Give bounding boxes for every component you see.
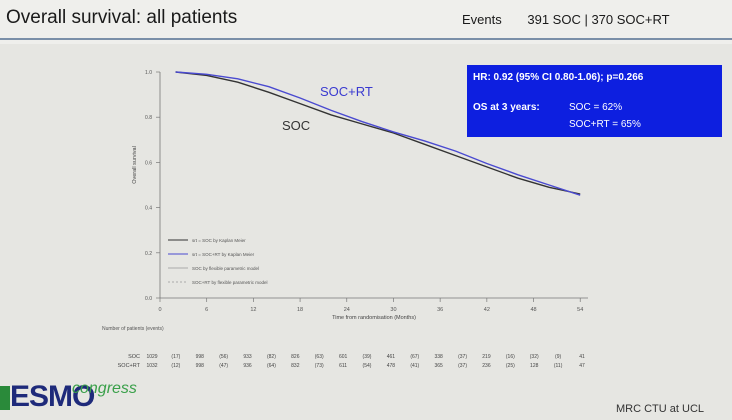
slide-header [0, 0, 732, 44]
risk-table-header: Number of patients (events) [102, 326, 164, 332]
y-tick-label: 0.2 [145, 251, 152, 257]
hazard-ratio-text: HR: 0.92 (95% CI 0.80-1.06); p=0.266 [473, 72, 644, 83]
credit-text: MRC CTU at UCL [616, 403, 705, 415]
events-label: Events [462, 12, 502, 27]
risk-cell: 219 [482, 354, 491, 360]
x-tick-label: 36 [437, 307, 443, 313]
y-tick-label: 0.0 [145, 296, 152, 302]
y-tick-label: 0.6 [145, 160, 152, 166]
os-3yr-soc: SOC = 62% [569, 102, 623, 113]
risk-cell: (9) [555, 354, 561, 360]
slide-title: Overall survival: all patients [6, 7, 238, 28]
legend-entry: srt = SOC+RT by Kaplan Meier [192, 252, 255, 257]
risk-cell: (56) [219, 354, 228, 360]
risk-cell: (41) [410, 363, 419, 369]
series-line-soc [175, 71, 581, 195]
legend-entry: srt = SOC by Kaplan Meier [192, 238, 246, 243]
x-tick-label: 30 [390, 307, 396, 313]
risk-cell: (37) [458, 354, 467, 360]
stats-box: HR: 0.92 (95% CI 0.80-1.06); p=0.266 OS … [467, 65, 722, 137]
risk-cell: (82) [267, 354, 276, 360]
os-3yr-label: OS at 3 years: [473, 102, 540, 113]
risk-cell: (25) [506, 363, 515, 369]
x-tick-label: 6 [205, 307, 208, 313]
risk-cell: (54) [363, 363, 372, 369]
risk-cell: 1032 [146, 363, 157, 369]
risk-cell: (67) [410, 354, 419, 360]
risk-cell: 461 [387, 354, 396, 360]
risk-cell: 832 [291, 363, 300, 369]
legend-entry: SOC by flexible parametric model [192, 266, 259, 271]
risk-cell: (39) [363, 354, 372, 360]
x-tick-label: 18 [297, 307, 303, 313]
risk-cell: (63) [315, 354, 324, 360]
risk-cell: (47) [219, 363, 228, 369]
risk-cell: (73) [315, 363, 324, 369]
x-tick-label: 42 [484, 307, 490, 313]
risk-cell: 338 [434, 354, 443, 360]
risk-cell: (11) [554, 363, 563, 369]
legend-entry: SOC+RT by flexible parametric model [192, 280, 268, 285]
risk-cell: 478 [387, 363, 396, 369]
risk-cell: 41 [579, 354, 585, 360]
risk-cell: (32) [530, 354, 539, 360]
esmo-logo: ESMO congress [0, 378, 140, 414]
risk-cell: (37) [458, 363, 467, 369]
x-tick-label: 54 [577, 307, 583, 313]
risk-row-label: SOC+RT [118, 363, 141, 369]
os-3yr-socrt: SOC+RT = 65% [569, 119, 641, 130]
events-summary: Events 391 SOC | 370 SOC+RT [462, 12, 670, 27]
risk-cell: 936 [243, 363, 252, 369]
risk-cell: 933 [243, 354, 252, 360]
curve-label-soc-rt: SOC+RT [320, 84, 373, 99]
risk-cell: 128 [530, 363, 539, 369]
logo-sub-text: congress [72, 380, 137, 397]
y-axis-label: Overall survival [132, 146, 138, 184]
x-axis-label: Time from randomisation (Months) [332, 315, 416, 321]
logo-main-text: ESMO [10, 380, 95, 413]
risk-cell: 47 [579, 363, 585, 369]
curve-label-soc: SOC [282, 118, 310, 133]
x-tick-label: 0 [158, 307, 161, 313]
risk-cell: 236 [482, 363, 491, 369]
risk-cell: 826 [291, 354, 300, 360]
risk-cell: (64) [267, 363, 276, 369]
risk-cell: (12) [171, 363, 180, 369]
x-tick-label: 48 [530, 307, 536, 313]
x-tick-label: 12 [250, 307, 256, 313]
risk-cell: 611 [339, 363, 347, 369]
risk-row-label: SOC [128, 354, 140, 360]
y-tick-label: 0.8 [145, 115, 152, 121]
x-tick-label: 24 [344, 307, 350, 313]
risk-cell: 998 [196, 354, 205, 360]
risk-cell: 601 [339, 354, 348, 360]
y-tick-label: 0.4 [145, 206, 152, 212]
events-value: 391 SOC | 370 SOC+RT [527, 12, 670, 27]
risk-cell: (16) [506, 354, 515, 360]
risk-cell: 1029 [146, 354, 157, 360]
risk-cell: (17) [171, 354, 180, 360]
y-tick-label: 1.0 [145, 70, 152, 76]
logo-bar [0, 386, 10, 410]
header-rule [0, 38, 732, 40]
risk-cell: 365 [434, 363, 443, 369]
risk-cell: 998 [196, 363, 205, 369]
series-line-soc-rt [175, 71, 581, 196]
